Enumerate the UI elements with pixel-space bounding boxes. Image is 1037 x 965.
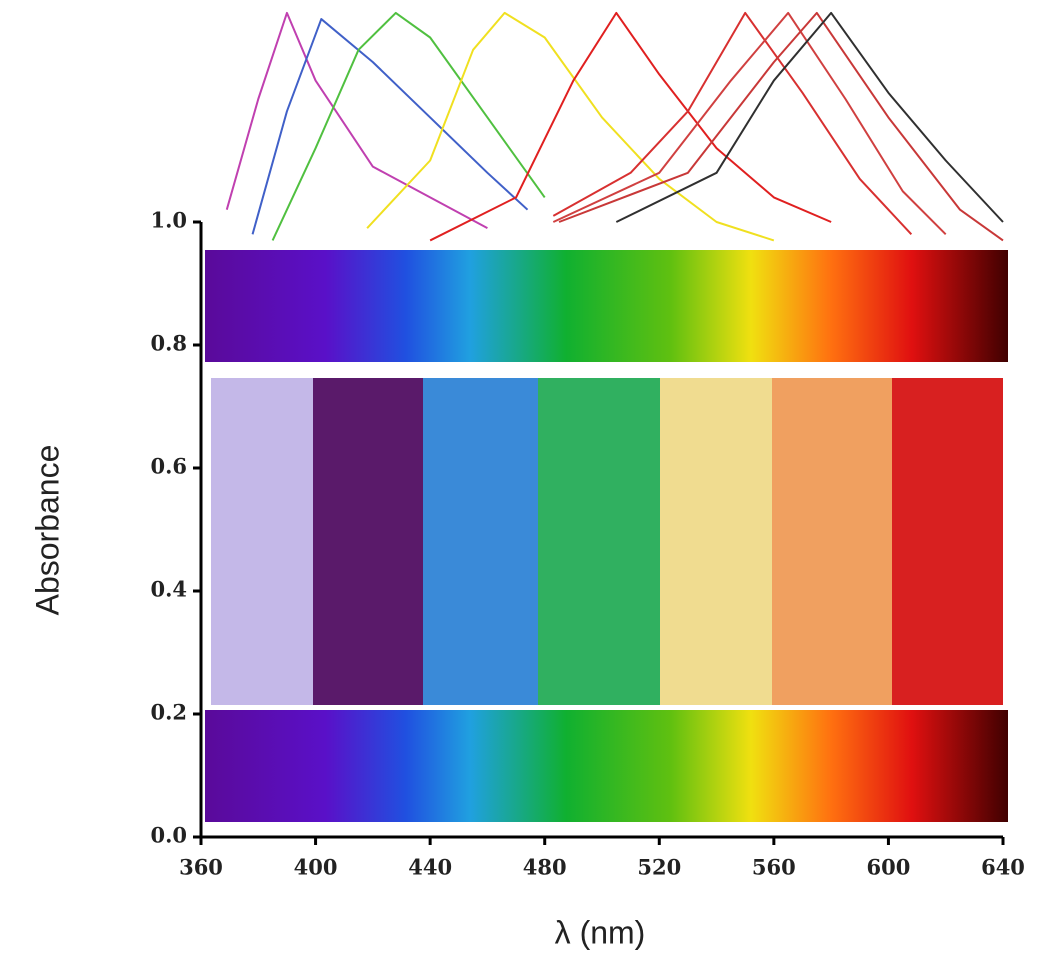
x-tick-label: 360	[179, 855, 223, 880]
x-tick-label: 400	[294, 855, 338, 880]
y-tick-label: 1.0	[150, 208, 187, 233]
spectrum-line	[225, 11, 488, 230]
photo	[892, 378, 1003, 705]
spectrum-band	[205, 710, 1008, 822]
y-axis-label: Absorbance	[29, 445, 65, 616]
x-tick-label: 440	[408, 855, 452, 880]
spectrum-line	[251, 18, 529, 235]
spectrum-band	[205, 250, 1008, 362]
y-tick-label: 0.2	[150, 700, 187, 725]
x-tick-label: 640	[981, 855, 1025, 880]
spectrum-line	[429, 11, 832, 242]
x-tick-label: 560	[752, 855, 796, 880]
x-axis-label: λ (nm)	[555, 914, 646, 950]
photo	[660, 378, 772, 705]
spectrum-line	[552, 11, 913, 235]
photo	[423, 378, 538, 705]
y-tick-label: 0.8	[150, 331, 187, 356]
x-tick-label: 600	[867, 855, 911, 880]
x-tick-label: 480	[523, 855, 567, 880]
x-tick-label: 520	[637, 855, 681, 880]
y-tick-label: 0.6	[150, 454, 187, 479]
photo	[772, 378, 892, 705]
photo-strip	[211, 378, 1003, 705]
photo	[313, 378, 423, 705]
y-tick-label: 0.4	[150, 577, 187, 602]
spectrum-line	[366, 11, 775, 242]
spectrum-line	[558, 11, 1004, 242]
spectrum-line	[615, 11, 1004, 223]
y-tick-label: 0.0	[150, 823, 187, 848]
spectrum-line	[552, 11, 947, 236]
photo	[211, 378, 313, 705]
photo	[538, 378, 660, 705]
spectrum-line	[271, 11, 546, 241]
